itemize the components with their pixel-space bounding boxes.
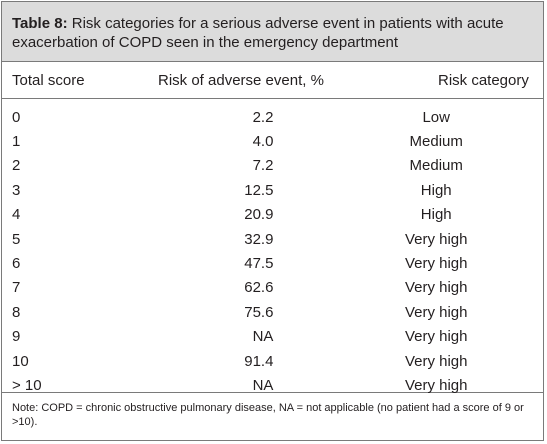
table-row: > 10 NA Very high (2, 373, 543, 397)
table-row: 9 NA Very high (2, 325, 543, 349)
table-row: 8 75.6 Very high (2, 300, 543, 324)
table-row: 1 4.0 Medium (2, 129, 543, 153)
cell-risk-percent: 32.9 (244, 230, 274, 248)
cell-risk-percent: 75.6 (244, 303, 274, 321)
cell-risk-category: High (420, 181, 452, 199)
cell-risk-percent: 7.2 (252, 157, 274, 175)
cell-risk-category: Medium (409, 133, 463, 151)
cell-risk-category: Very high (404, 303, 468, 321)
cell-risk-percent: 20.9 (244, 206, 274, 224)
cell-risk-category: Very high (404, 328, 468, 346)
cell-risk-category: Very high (404, 255, 468, 273)
cell-total-score: 3 (12, 181, 21, 199)
cell-risk-category: Very high (404, 279, 468, 297)
header-risk-category: Risk category (438, 71, 529, 89)
table-row: 7 62.6 Very high (2, 276, 543, 300)
cell-total-score: 10 (12, 352, 29, 370)
cell-risk-category: Very high (404, 352, 468, 370)
table-label: Table 8: (12, 15, 68, 32)
cell-risk-category: Very high (404, 376, 468, 394)
cell-risk-category: Low (422, 108, 450, 126)
cell-total-score: 4 (12, 206, 21, 224)
table-caption: Table 8: Risk categories for a serious a… (2, 2, 543, 62)
table-body: 0 2.2 Low 1 4.0 Medium 2 7.2 Medium 3 12.5 High 4 20.… (2, 99, 543, 394)
cell-risk-percent: NA (252, 376, 274, 394)
table-row: 0 2.2 Low (2, 105, 543, 129)
cell-risk-percent: 12.5 (244, 181, 274, 199)
cell-total-score: 8 (12, 303, 21, 321)
cell-risk-category: Medium (409, 157, 463, 175)
table-row: 3 12.5 High (2, 178, 543, 202)
cell-risk-percent: 2.2 (252, 108, 274, 126)
header-total-score: Total score (12, 71, 85, 89)
cell-risk-percent: NA (252, 328, 274, 346)
table-row: 10 91.4 Very high (2, 349, 543, 373)
cell-risk-percent: 4.0 (252, 133, 274, 151)
cell-total-score: 6 (12, 255, 21, 273)
table-header-row: Total score Risk of adverse event, % Ris… (2, 62, 543, 99)
cell-total-score: 7 (12, 279, 21, 297)
cell-total-score: 0 (12, 108, 21, 126)
cell-risk-percent: 91.4 (244, 352, 274, 370)
cell-risk-category: Very high (404, 230, 468, 248)
table-row: 6 47.5 Very high (2, 251, 543, 275)
table-row: 2 7.2 Medium (2, 154, 543, 178)
header-risk-percent: Risk of adverse event, % (158, 71, 324, 89)
table-note: Note: COPD = chronic obstructive pulmona… (12, 402, 524, 428)
cell-total-score: 2 (12, 157, 21, 175)
cell-total-score: 1 (12, 133, 21, 151)
cell-risk-category: High (420, 206, 452, 224)
cell-total-score: > 10 (12, 376, 42, 394)
cell-total-score: 5 (12, 230, 21, 248)
cell-total-score: 9 (12, 328, 21, 346)
table-caption-text: Risk categories for a serious adverse ev… (12, 15, 504, 51)
cell-risk-percent: 62.6 (244, 279, 274, 297)
cell-risk-percent: 47.5 (244, 255, 274, 273)
table-row: 4 20.9 High (2, 203, 543, 227)
table-row: 5 32.9 Very high (2, 227, 543, 251)
